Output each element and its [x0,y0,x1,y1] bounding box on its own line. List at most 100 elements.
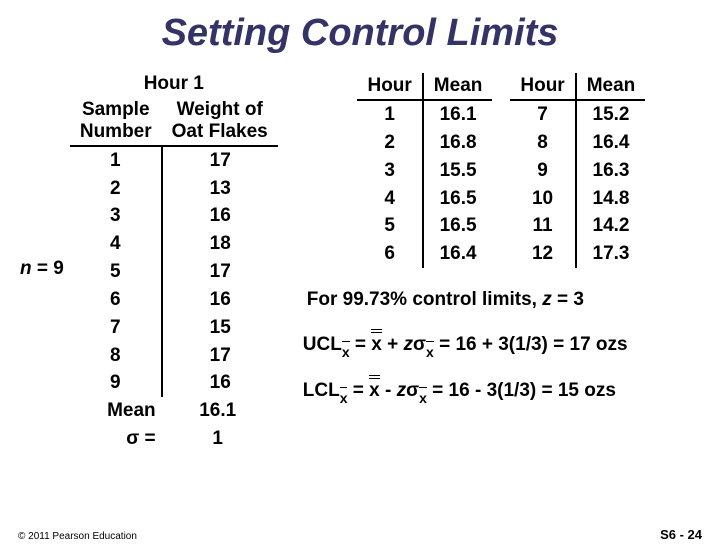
col2-h-l1: Weight of [177,99,263,120]
sample-weight-cell: 15 [162,314,278,342]
table-row: 715 [70,314,278,342]
mean-cell: 16.5 [423,185,493,213]
mean-cell: 15.2 [576,100,646,129]
table-row: 715.2 [510,100,645,129]
sample-number-cell: 7 [70,314,162,342]
sample-weight-cell: 16 [162,202,278,230]
sample-number-cell: 1 [70,146,162,175]
hour-cell: 1 [357,100,422,129]
table-row: 916 [70,369,278,397]
sample-weight-cell: 17 [162,258,278,286]
sample-table: Hour 1 Sample Number Weight of Oat Flake… [70,73,278,453]
col2-h-l2: Oat Flakes [172,121,268,142]
sample-table-caption: Hour 1 [70,73,278,97]
lcl-sigma-sub: x [419,389,427,407]
n-equals-label: n = 9 [20,258,64,280]
table-row: 116.1 [357,100,492,129]
n-eq: = [32,258,54,279]
table-row: 916.3 [510,157,645,185]
ucl-sub-xbar: x [342,343,350,361]
mean-cell: 17.3 [576,240,646,268]
slide-title: Setting Control Limits [0,12,720,55]
lcl-sub-xbar: x [340,389,348,407]
hm-table-right: Hour Mean 715.2816.4916.31014.81114.2121… [510,73,645,268]
table-row: 316 [70,202,278,230]
mean-row: Mean 16.1 [70,397,278,425]
table-row: 817 [70,342,278,370]
ucl-sigma-sub: x [426,343,434,361]
ucl-formula: UCLx = x + zσx = 16 + 3(1/3) = 17 ozs [303,333,700,359]
sample-col2-header: Weight of Oat Flakes [162,97,278,146]
table-row: 315.5 [357,157,492,185]
mean-label: Mean [70,397,162,425]
mean-cell: 16.4 [576,129,646,157]
ucl-eq: = [350,334,372,355]
hour-cell: 7 [510,100,575,129]
sample-number-cell: 9 [70,369,162,397]
table-row: 416.5 [357,185,492,213]
hour-mean-tables: Hour Mean 116.1216.8315.5416.5516.5616.4… [303,73,700,268]
ucl-xdbar: x [371,333,382,358]
table-row: 1114.2 [510,212,645,240]
lcl-sigma: σ [406,380,419,401]
hm-r-mean-header: Mean [576,73,646,100]
sigma-value: 1 [162,425,278,453]
table-row: 517 [70,258,278,286]
ucl-plus: + [382,334,404,355]
sample-number-cell: 5 [70,258,162,286]
hm-r-hour-header: Hour [510,73,575,100]
hour-cell: 8 [510,129,575,157]
table-row: 1217.3 [510,240,645,268]
lcl-xdbar: x [369,379,380,404]
lcl-minus: - [380,380,397,401]
hour-cell: 4 [357,185,422,213]
note-z: z [542,289,552,310]
sample-weight-cell: 17 [162,146,278,175]
hm-l-hour-header: Hour [357,73,422,100]
hour-cell: 9 [510,157,575,185]
lcl-prefix: LCL [303,380,340,401]
sample-number-cell: 4 [70,230,162,258]
ucl-prefix: UCL [303,334,342,355]
table-row: 418 [70,230,278,258]
lcl-z: z [397,380,407,401]
mean-cell: 16.4 [423,240,493,268]
sample-number-cell: 2 [70,175,162,203]
ucl-sigma: σ [413,334,426,355]
ucl-z: z [404,334,414,355]
sample-weight-cell: 17 [162,342,278,370]
mean-cell: 14.2 [576,212,646,240]
hour-cell: 11 [510,212,575,240]
sample-number-cell: 6 [70,286,162,314]
hour-cell: 3 [357,157,422,185]
lcl-formula: LCLx = x - zσx = 16 - 3(1/3) = 15 ozs [303,379,700,405]
col1-h-l1: Sample [82,99,150,120]
sample-col1-header: Sample Number [70,97,162,146]
table-row: 117 [70,146,278,175]
hour-cell: 5 [357,212,422,240]
hm-l-mean-header: Mean [423,73,493,100]
n-variable: n [20,258,32,279]
left-block: n = 9 Hour 1 Sample Number Weight of Oat… [20,73,278,453]
sample-weight-cell: 16 [162,286,278,314]
col1-h-l2: Number [80,121,152,142]
note-suffix: = 3 [552,289,584,310]
footer-copyright: © 2011 Pearson Education [18,531,137,542]
lcl-eq: = [347,380,369,401]
mean-cell: 15.5 [423,157,493,185]
table-row: 216.8 [357,129,492,157]
mean-cell: 14.8 [576,185,646,213]
sample-weight-cell: 16 [162,369,278,397]
hour-cell: 2 [357,129,422,157]
hour-cell: 12 [510,240,575,268]
sample-weight-cell: 13 [162,175,278,203]
mean-cell: 16.1 [423,100,493,129]
mean-cell: 16.8 [423,129,493,157]
lcl-tail: = 16 - 3(1/3) = 15 ozs [427,380,616,401]
mean-value: 16.1 [162,397,278,425]
hour-cell: 10 [510,185,575,213]
content-area: n = 9 Hour 1 Sample Number Weight of Oat… [0,73,720,453]
mean-cell: 16.3 [576,157,646,185]
sigma-label: σ = [70,425,162,453]
ucl-tail: = 16 + 3(1/3) = 17 ozs [434,334,628,355]
